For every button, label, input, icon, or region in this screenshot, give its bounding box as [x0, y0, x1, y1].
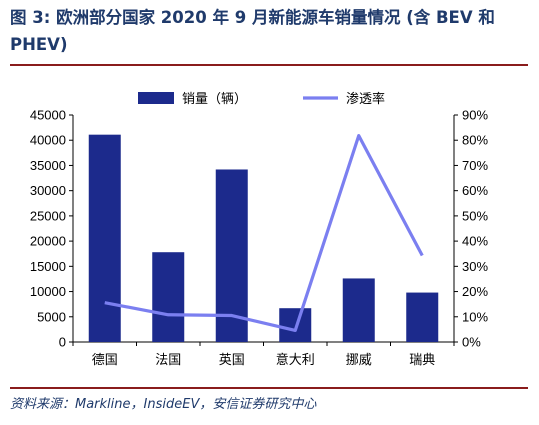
source-divider — [10, 387, 528, 389]
chart-title: 图 3: 欧洲部分国家 2020 年 9 月新能源车销量情况 (含 BEV 和 … — [10, 8, 495, 54]
x-category-label: 挪威 — [346, 353, 372, 368]
x-category-label: 英国 — [219, 353, 245, 368]
penetration-line — [104, 134, 424, 332]
x-category-label: 法国 — [155, 353, 181, 368]
bar-意大利 — [279, 308, 312, 342]
y-right-tick-label: 10% — [462, 309, 488, 324]
legend-swatch-bar — [138, 92, 174, 104]
y-left-tick-label: 5000 — [37, 309, 66, 324]
line-group — [104, 134, 424, 332]
y-left-tick-label: 35000 — [30, 158, 66, 173]
legend: 销量（辆） 渗透率 — [138, 91, 385, 107]
bar-法国 — [152, 252, 185, 342]
bars-group — [88, 134, 439, 342]
y-left-tick-label: 0 — [59, 335, 66, 350]
y-left-tick-label: 25000 — [30, 208, 66, 223]
x-category-label: 德国 — [92, 353, 118, 368]
y-left-tick-label: 15000 — [30, 259, 66, 274]
x-category-label: 意大利 — [276, 352, 315, 368]
y-right-tick-label: 50% — [462, 208, 488, 223]
bar-英国 — [215, 169, 248, 342]
source-note: 资料来源：Markline，InsideEV，安信证券研究中心 — [10, 397, 317, 412]
y-right-tick-label: 30% — [462, 259, 488, 274]
legend-label-line: 渗透率 — [346, 91, 385, 107]
bar-德国 — [88, 134, 121, 342]
y-right-tick-label: 0% — [462, 335, 481, 350]
y-right-tick-label: 70% — [462, 158, 488, 173]
title-divider — [10, 64, 528, 66]
y-right-tick-label: 20% — [462, 284, 488, 299]
y-left-tick-label: 45000 — [30, 108, 66, 123]
y-right-tick-label: 40% — [462, 234, 488, 249]
bar-瑞典 — [406, 292, 439, 342]
x-category-label: 瑞典 — [409, 353, 435, 368]
y-left-tick-label: 20000 — [30, 234, 66, 249]
y-left-tick-label: 10000 — [30, 284, 66, 299]
axes-group — [69, 114, 458, 346]
y-right-tick-label: 80% — [462, 133, 488, 148]
labels-group: 0 5000 10000 15000 20000 25000 30000 35000 40000… — [30, 108, 489, 369]
y-right-tick-label: 60% — [462, 183, 488, 198]
bar-挪威 — [342, 278, 375, 342]
y-left-tick-label: 40000 — [30, 133, 66, 148]
combo-chart: 0 5000 10000 15000 20000 25000 30000 35000 40000… — [30, 91, 489, 369]
y-right-tick-label: 90% — [462, 108, 488, 123]
legend-label-bar: 销量（辆） — [182, 92, 247, 107]
y-left-tick-label: 30000 — [30, 183, 66, 198]
